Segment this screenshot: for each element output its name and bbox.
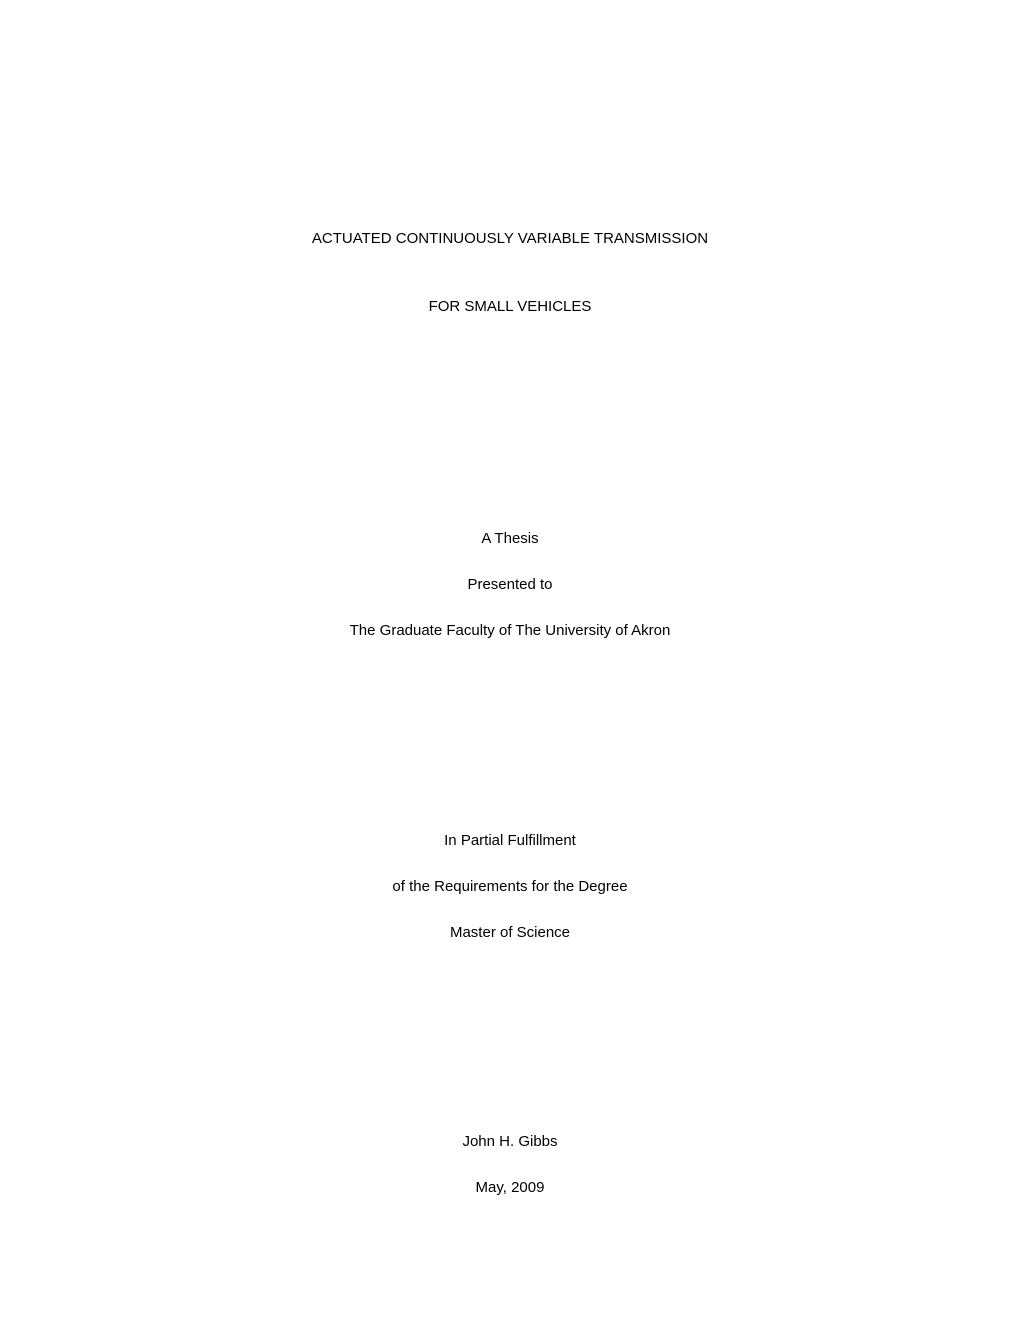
title-line-1: ACTUATED CONTINUOUSLY VARIABLE TRANSMISS… xyxy=(0,228,1020,249)
thesis-title-page: ACTUATED CONTINUOUSLY VARIABLE TRANSMISS… xyxy=(0,0,1020,1320)
partial-fulfillment-line: In Partial Fulfillment xyxy=(0,832,1020,849)
fulfillment-block: In Partial Fulfillment of the Requiremen… xyxy=(0,832,1020,941)
presented-to-label: Presented to xyxy=(0,576,1020,593)
author-block: John H. Gibbs May, 2009 xyxy=(0,1133,1020,1196)
graduate-faculty-line: The Graduate Faculty of The University o… xyxy=(0,622,1020,639)
date-line: May, 2009 xyxy=(0,1179,1020,1196)
requirements-line: of the Requirements for the Degree xyxy=(0,878,1020,895)
title-line-2: FOR SMALL VEHICLES xyxy=(0,298,1020,315)
presented-block: A Thesis Presented to The Graduate Facul… xyxy=(0,530,1020,639)
author-name: John H. Gibbs xyxy=(0,1133,1020,1150)
degree-line: Master of Science xyxy=(0,924,1020,941)
thesis-label: A Thesis xyxy=(0,530,1020,547)
